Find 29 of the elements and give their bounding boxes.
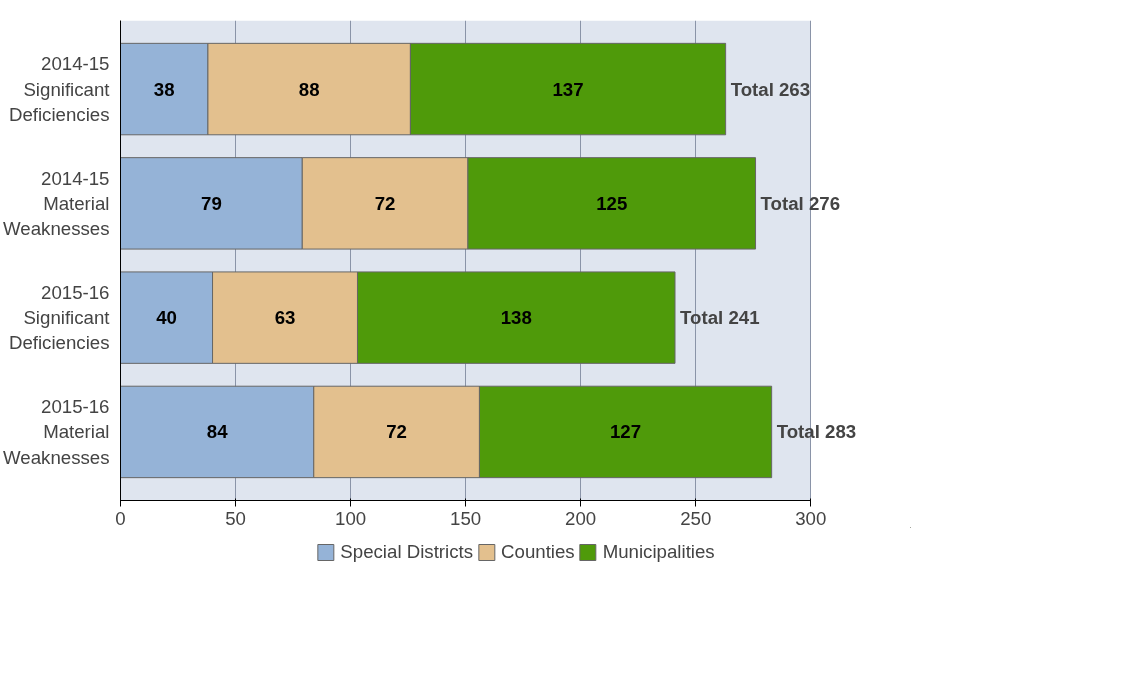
data-label: 40 <box>156 307 177 329</box>
total-label: Total 263 <box>730 78 811 100</box>
x-tick-label: 50 <box>225 507 246 529</box>
x-tick-label: 0 <box>115 507 126 529</box>
total-label: Total 241 <box>680 307 760 329</box>
data-label: 138 <box>500 307 532 329</box>
y-tick-label: 2014-15 Material Weaknesses <box>3 167 110 240</box>
data-label: 88 <box>298 78 320 100</box>
data-label: 127 <box>609 421 642 443</box>
data-label: 72 <box>386 421 407 443</box>
y-tick-label: 2015-16 Material Weaknesses <box>3 396 110 468</box>
data-label: 79 <box>201 192 222 214</box>
x-tick-label: 100 <box>335 507 367 529</box>
legend-label: Municipalities <box>602 541 715 563</box>
data-label: 84 <box>206 421 229 443</box>
data-label: 63 <box>274 307 296 329</box>
legend-label: Special Districts <box>340 541 474 563</box>
data-label: 125 <box>596 192 628 214</box>
data-label: 72 <box>374 192 396 214</box>
x-tick-label: 300 <box>795 507 827 529</box>
x-tick-label: 200 <box>565 507 597 529</box>
x-tick-label: 250 <box>680 507 712 529</box>
data-label: 137 <box>552 78 584 100</box>
y-tick-label: 2015-16 Significant Deficiencies <box>8 281 111 354</box>
x-tick-label: 150 <box>450 507 482 529</box>
data-label: 38 <box>153 78 175 100</box>
total-label: Total 283 <box>776 421 857 443</box>
y-tick-label: 2014-15 Significant Deficiencies <box>8 53 111 125</box>
legend-label: Counties <box>501 541 575 563</box>
